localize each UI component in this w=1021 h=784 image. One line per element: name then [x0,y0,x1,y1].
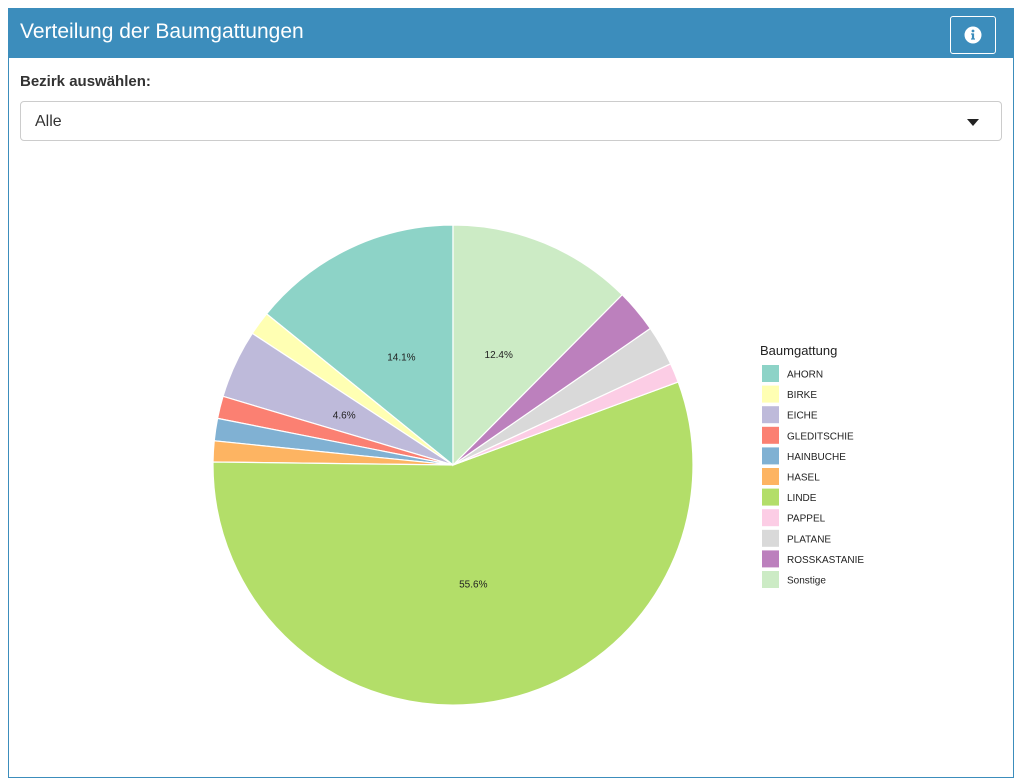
legend-label-eiche: EICHE [787,411,818,422]
caret-down-icon [967,119,979,126]
legend-swatch-platane [762,529,779,547]
pie-slice-sonstige [452,224,624,467]
pie-data-label-eiche: 4.6% [333,410,356,421]
legend-label-rosskastanie: ROSSKASTANIE [787,555,864,566]
legend-swatch-hasel [762,468,779,485]
legend-title: Baumgattung [760,343,837,358]
legend-swatch-linde [762,488,779,506]
legend-swatch-gleditschie [762,426,779,444]
district-select-value: Alle [35,113,62,130]
legend-swatch-ahorn [762,365,779,382]
pie-slice-ahorn [265,224,454,467]
info-button[interactable] [950,16,996,54]
legend-swatch-birke [762,385,779,403]
legend-swatch-eiche [762,406,779,424]
legend-label-pappel: PAPPEL [787,514,826,525]
info-circle-icon [964,26,982,44]
pie-data-label-ahorn: 14.1% [387,353,415,364]
legend-label-gleditschie: GLEDITSCHIE [787,431,854,442]
box-title: Verteilung der Baumgattungen [20,20,304,43]
district-select[interactable]: Alle [20,101,1002,141]
box-header: Verteilung der Baumgattungen [9,9,1013,58]
pie-data-label-linde: 55.6% [459,579,487,590]
legend-label-sonstige: Sonstige [787,576,826,587]
legend-label-hasel: HASEL [787,473,820,484]
legend-label-linde: LINDE [787,493,817,504]
legend-label-hainbuche: HAINBUCHE [787,452,846,463]
pie-slice-linde [212,381,694,706]
legend-swatch-pappel [762,509,779,527]
legend-label-birke: BIRKE [787,390,817,401]
legend-label-platane: PLATANE [787,534,831,545]
legend-swatch-sonstige [762,571,779,588]
pie-data-label-sonstige: 12.4% [485,350,513,361]
legend-label-ahorn: AHORN [787,370,823,381]
legend-swatch-hainbuche [762,447,779,465]
legend-swatch-rosskastanie [762,550,779,568]
district-select-label: Bezirk auswählen: [20,73,151,90]
